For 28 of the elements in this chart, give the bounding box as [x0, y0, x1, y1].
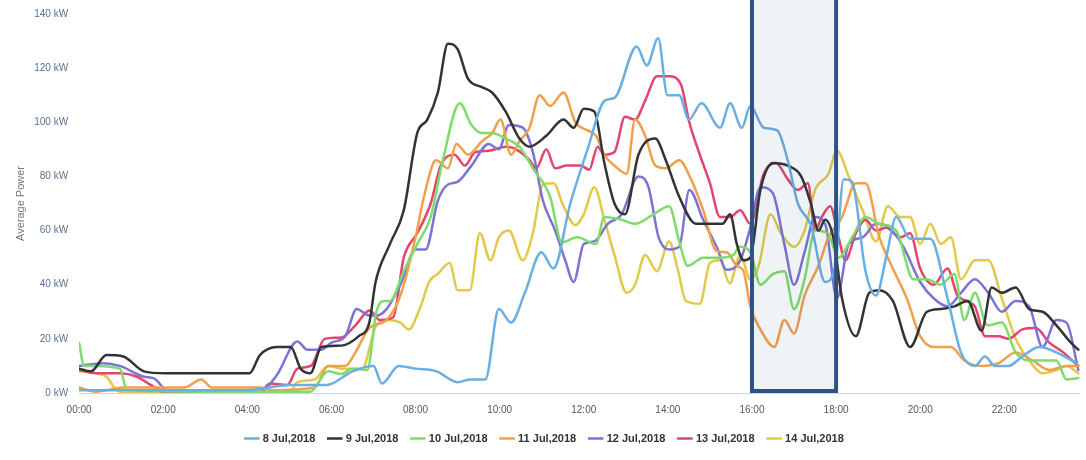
x-tick-label: 20:00	[907, 403, 934, 415]
x-tick-label: 08:00	[403, 403, 429, 415]
legend-label: 11 Jul,2018	[518, 431, 577, 444]
y-tick-label: 60 kW	[39, 224, 69, 236]
y-tick-label: 40 kW	[39, 278, 69, 290]
x-tick-label: 06:00	[318, 403, 345, 415]
x-tick-label: 18:00	[823, 403, 850, 415]
legend-label: 10 Jul,2018	[428, 431, 488, 444]
y-tick-label: 0 kW	[45, 386, 69, 398]
x-tick-label: 12:00	[571, 403, 597, 415]
y-tick-label: 100 kW	[34, 116, 69, 128]
x-tick-label: 22:00	[991, 403, 1018, 415]
legend-label: 13 Jul,2018	[695, 431, 755, 444]
y-tick-label: 20 kW	[39, 332, 69, 344]
x-tick-label: 00:00	[66, 403, 93, 415]
y-tick-label: 120 kW	[34, 61, 69, 73]
legend-label: 14 Jul,2018	[785, 431, 844, 444]
legend-label: 8 Jul,2018	[262, 431, 316, 444]
legend-label: 9 Jul,2018	[345, 431, 399, 444]
x-tick-label: 10:00	[487, 403, 513, 415]
x-tick-label: 04:00	[234, 403, 261, 415]
y-axis-title: Average Power	[13, 165, 26, 242]
legend-label: 12 Jul,2018	[606, 431, 666, 444]
x-tick-label: 16:00	[739, 403, 765, 415]
x-tick-label: 14:00	[655, 403, 681, 415]
y-tick-label: 140 kW	[34, 7, 69, 19]
x-tick-label: 02:00	[150, 403, 177, 415]
y-tick-label: 80 kW	[39, 170, 69, 182]
